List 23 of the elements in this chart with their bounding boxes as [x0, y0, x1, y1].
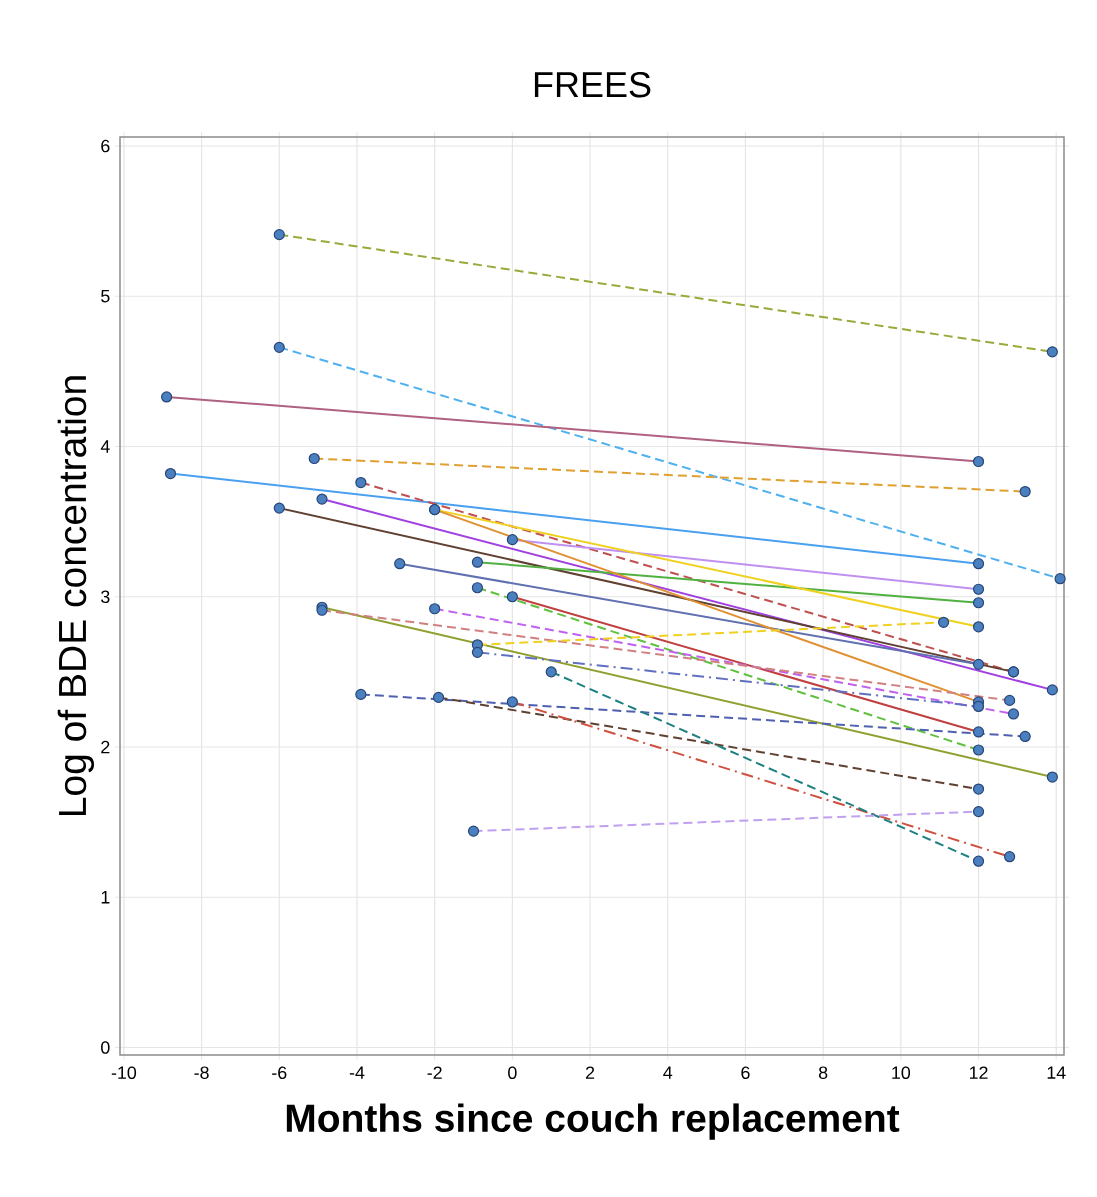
x-tick-label: 6 — [741, 1066, 750, 1080]
x-tick-label: 4 — [663, 1066, 673, 1079]
y-tick-label: 6 — [101, 139, 110, 153]
y-tick-label: 4 — [100, 440, 110, 453]
x-tick-label: 2 — [585, 1066, 595, 1079]
chart-title: FREES — [534, 71, 651, 98]
x-tick-label: -6 — [272, 1066, 287, 1080]
x-tick-label: -10 — [111, 1066, 137, 1080]
y-axis-title: Log of BDE concentration — [57, 376, 94, 816]
y-tick-label: 1 — [101, 891, 110, 904]
x-tick-label: -8 — [194, 1066, 209, 1080]
x-axis-title: Months since couch replacement — [286, 1103, 900, 1140]
y-tick-label: 3 — [101, 590, 110, 604]
y-tick-label: 0 — [101, 1041, 110, 1054]
x-tick-label: 12 — [969, 1066, 988, 1079]
x-tick-label: 8 — [818, 1066, 828, 1080]
x-tick-label: 0 — [508, 1066, 517, 1080]
x-tick-label: 10 — [892, 1066, 911, 1080]
y-tick-label: 5 — [101, 290, 110, 303]
x-tick-label: 14 — [1047, 1066, 1066, 1079]
x-tick-label: -2 — [427, 1066, 442, 1079]
x-tick-label: -4 — [349, 1066, 365, 1079]
y-tick-label: 2 — [101, 740, 110, 754]
